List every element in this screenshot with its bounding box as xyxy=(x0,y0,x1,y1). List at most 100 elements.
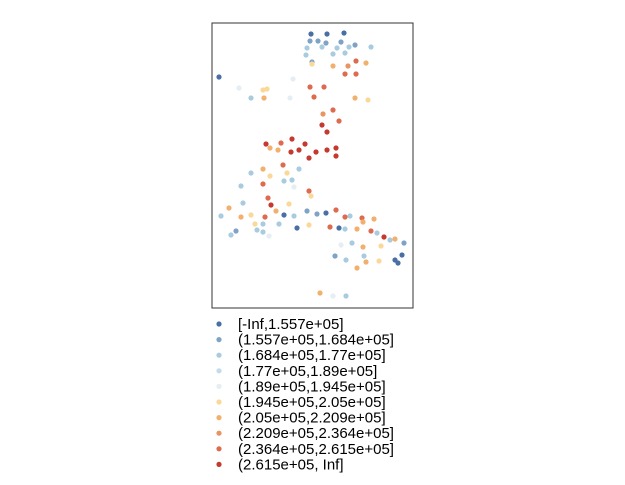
map-point xyxy=(324,147,330,153)
legend: [-Inf,1.557e+05](1.557e+05,1.684e+05](1.… xyxy=(216,316,394,473)
map-point xyxy=(290,76,296,82)
map-point xyxy=(260,229,266,235)
map-point xyxy=(332,253,338,259)
map-point xyxy=(289,136,295,142)
legend-swatch xyxy=(216,446,222,452)
legend-label: (1.945e+05,2.05e+05] xyxy=(238,394,386,411)
map-point xyxy=(308,31,314,37)
map-point xyxy=(363,259,369,265)
map-point xyxy=(260,181,266,187)
map-point xyxy=(353,58,359,64)
map-point xyxy=(368,228,374,234)
map-point xyxy=(368,44,374,50)
map-point xyxy=(281,178,287,184)
map-point xyxy=(401,240,407,246)
map-point xyxy=(319,44,325,50)
map-point xyxy=(330,51,336,57)
legend-entry: (2.209e+05,2.364e+05] xyxy=(216,425,394,442)
map-point xyxy=(352,95,358,101)
map-point xyxy=(306,155,312,161)
map-point xyxy=(353,71,359,77)
map-point xyxy=(330,63,336,69)
map-point xyxy=(321,84,327,90)
legend-label: (2.364e+05,2.615e+05] xyxy=(238,441,394,458)
map-point xyxy=(333,207,339,213)
map-point xyxy=(360,244,366,250)
map-point xyxy=(248,212,254,218)
map-point xyxy=(228,232,234,238)
legend-entry: (1.684e+05,1.77e+05] xyxy=(216,347,386,364)
map-point xyxy=(347,213,353,219)
map-point xyxy=(289,177,295,183)
map-point xyxy=(284,170,290,176)
legend-swatch xyxy=(216,352,222,358)
map-point xyxy=(291,213,297,219)
legend-entry: (1.557e+05,1.684e+05] xyxy=(216,332,394,349)
map-frame xyxy=(211,22,414,309)
map-point xyxy=(280,162,286,168)
map-point xyxy=(349,240,355,246)
map-point xyxy=(264,86,270,92)
legend-swatch xyxy=(216,399,222,405)
map-point xyxy=(352,42,358,48)
map-point xyxy=(359,215,365,221)
map-point xyxy=(317,290,323,296)
map-point xyxy=(342,50,348,56)
legend-swatch xyxy=(216,383,222,389)
map-point xyxy=(333,145,339,151)
map-point xyxy=(395,260,401,266)
map-point xyxy=(288,149,294,155)
map-point xyxy=(286,201,292,207)
map-point xyxy=(392,236,398,242)
map-point xyxy=(330,293,336,299)
legend-label: [-Inf,1.557e+05] xyxy=(238,316,344,333)
map-point xyxy=(336,225,342,231)
legend-swatch xyxy=(216,415,222,421)
map-point xyxy=(315,38,321,44)
map-point xyxy=(346,44,352,50)
map-point xyxy=(354,265,360,271)
map-point xyxy=(371,216,377,222)
legend-label: (1.77e+05,1.89e+05] xyxy=(238,363,377,380)
map-point xyxy=(354,226,360,232)
map-point xyxy=(260,87,266,93)
map-point xyxy=(309,61,315,67)
legend-label: (2.209e+05,2.364e+05] xyxy=(238,425,394,442)
map-point xyxy=(311,94,317,100)
map-point xyxy=(330,107,336,113)
map-point xyxy=(287,95,293,101)
map-point xyxy=(342,214,348,220)
map-point xyxy=(261,95,267,101)
legend-entry: (2.615e+05, Inf] xyxy=(216,456,344,473)
legend-label: (1.89e+05,1.945e+05] xyxy=(238,378,386,395)
legend-swatch xyxy=(216,337,222,343)
map-point xyxy=(381,234,387,240)
map-point xyxy=(363,60,369,66)
map-point xyxy=(365,97,371,103)
map-point xyxy=(281,212,287,218)
map-point xyxy=(378,243,384,249)
map-point xyxy=(266,233,272,239)
map-point xyxy=(342,226,348,232)
map-point xyxy=(252,221,258,227)
legend-entry: (1.945e+05,2.05e+05] xyxy=(216,394,386,411)
map-point xyxy=(323,210,329,216)
map-point xyxy=(345,63,351,69)
map-point xyxy=(338,242,344,248)
map-point xyxy=(338,39,344,45)
map-point xyxy=(267,145,273,151)
map-point xyxy=(248,95,254,101)
legend-label: (1.684e+05,1.77e+05] xyxy=(238,347,386,364)
map-point xyxy=(263,141,269,147)
map-point xyxy=(319,122,325,128)
map-point xyxy=(320,111,326,117)
map-point xyxy=(306,188,312,194)
map-point xyxy=(387,237,393,243)
map-point xyxy=(343,293,349,299)
map-point xyxy=(302,141,308,147)
map-point xyxy=(323,40,329,46)
map-point xyxy=(308,193,314,199)
map-point xyxy=(341,30,347,36)
map-point xyxy=(303,52,309,58)
